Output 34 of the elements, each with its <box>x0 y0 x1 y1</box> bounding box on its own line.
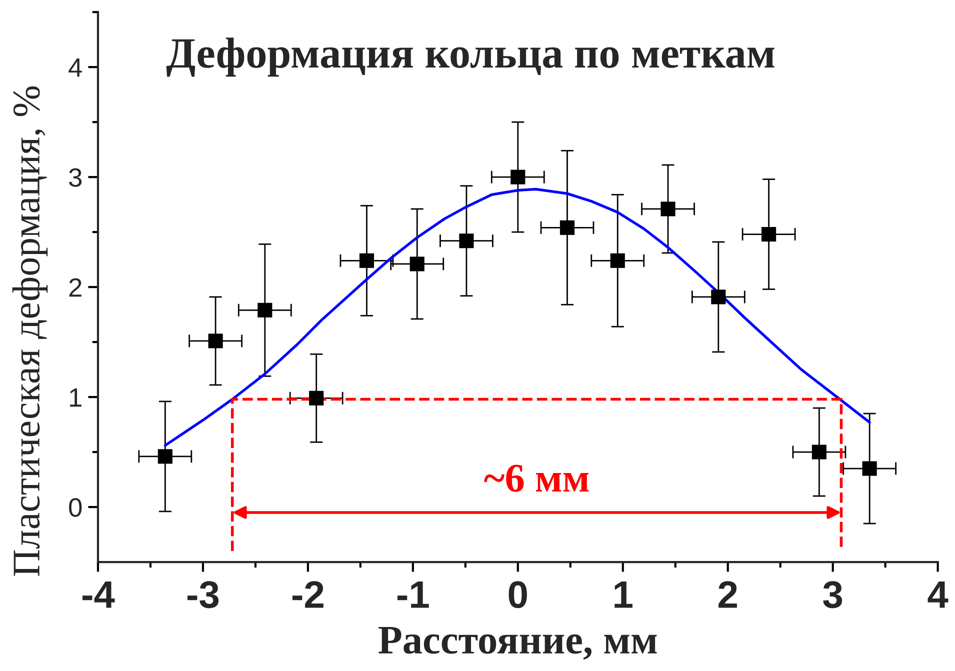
y-tick-label: 4 <box>68 58 82 77</box>
x-tick-label: 4 <box>928 581 948 608</box>
point <box>208 334 223 348</box>
point <box>610 253 625 268</box>
x-tick-label: -3 <box>187 581 219 608</box>
point <box>158 449 172 464</box>
x-tick-label: -1 <box>397 581 429 608</box>
y-tick-label: 1 <box>70 388 82 407</box>
point <box>862 461 877 476</box>
x-axis-title: Расстояние, мм <box>378 626 657 660</box>
point <box>410 256 424 272</box>
x-tick-label: 3 <box>823 581 842 608</box>
x-tick-label: -2 <box>292 581 324 608</box>
y-tick-label: 2 <box>69 278 82 297</box>
point <box>510 170 526 184</box>
y-tick-label: 3 <box>69 168 82 187</box>
point <box>762 226 776 242</box>
point <box>359 253 374 268</box>
x-tick-label: 1 <box>614 581 632 608</box>
y-tick-label: 0 <box>69 498 82 517</box>
point <box>459 234 474 248</box>
line-series <box>164 188 871 447</box>
x-tick-label: 2 <box>718 581 737 608</box>
point <box>711 290 726 304</box>
annotation: ~6 мм <box>484 464 589 492</box>
point <box>258 302 272 318</box>
y-axis-title: Пластическая деформация, % <box>12 86 48 576</box>
x-tick-label: 0 <box>508 581 527 608</box>
point <box>660 202 676 216</box>
point <box>560 220 575 235</box>
point <box>812 444 826 460</box>
point <box>309 390 324 406</box>
x-tick-label: -4 <box>82 581 115 608</box>
text: Деформация кольца по меткам <box>166 38 774 77</box>
